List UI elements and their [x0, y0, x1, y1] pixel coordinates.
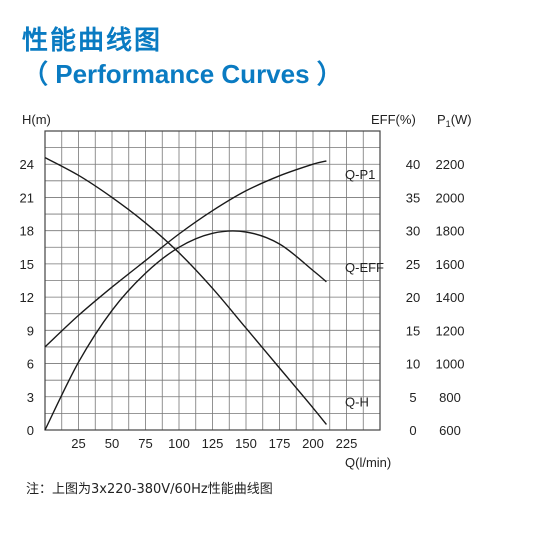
- p1-tick-label: 1200: [436, 323, 465, 338]
- h-tick-label: 12: [20, 290, 34, 305]
- x-tick-label: 25: [71, 436, 85, 451]
- x-axis-label: Q(l/min): [345, 455, 391, 470]
- series-line-q-eff: [44, 230, 327, 431]
- eff-axis-label: EFF(%): [371, 112, 416, 127]
- tick-labels: 25 50 75 100 125 150 175 200 225 0 3 6 9 12 15 18 21 24 0 5…: [20, 157, 465, 451]
- p1-tick-label: 2200: [436, 157, 465, 172]
- chart-grid: [44, 130, 381, 431]
- x-tick-label: 150: [235, 436, 257, 451]
- series-line-q-p1: [44, 160, 327, 348]
- series-label-q-eff: Q-EFF: [345, 260, 384, 275]
- h-tick-label: 18: [20, 224, 34, 239]
- eff-tick-label: 15: [406, 323, 420, 338]
- p1-label-suffix: (W): [451, 112, 472, 127]
- h-tick-label: 0: [27, 423, 34, 438]
- x-tick-label: 100: [168, 436, 190, 451]
- h-tick-label: 6: [27, 357, 34, 372]
- h-tick-label: 3: [27, 390, 34, 405]
- h-tick-label: 15: [20, 257, 34, 272]
- p1-tick-label: 2000: [436, 190, 465, 205]
- series-line-q-h: [44, 156, 327, 425]
- x-tick-label: 200: [302, 436, 324, 451]
- h-tick-label: 9: [27, 323, 34, 338]
- x-tick-label: 125: [202, 436, 224, 451]
- eff-tick-label: 20: [406, 290, 420, 305]
- p1-tick-label: 1800: [436, 224, 465, 239]
- plot-frame: [44, 130, 381, 431]
- eff-tick-label: 10: [406, 357, 420, 372]
- p1-tick-label: 1600: [436, 257, 465, 272]
- x-tick-label: 175: [269, 436, 291, 451]
- chart-title-cn: 性能曲线图: [22, 26, 163, 56]
- p1-tick-label: 800: [439, 390, 461, 405]
- h-tick-label: 21: [20, 190, 34, 205]
- p1-label-main: P: [437, 112, 446, 127]
- eff-tick-label: 30: [406, 224, 420, 239]
- p1-tick-label: 1000: [436, 357, 465, 372]
- eff-tick-label: 40: [406, 157, 420, 172]
- series-label-q-p1: Q-P1: [345, 167, 375, 182]
- eff-tick-label: 0: [409, 423, 416, 438]
- h-tick-label: 24: [20, 157, 34, 172]
- p1-tick-label: 600: [439, 423, 461, 438]
- series-label-q-h: Q-H: [345, 394, 369, 409]
- footnote: 注：上图为3x220-380V/60Hz性能曲线图: [26, 482, 273, 497]
- eff-tick-label: 35: [406, 190, 420, 205]
- p1-label-sub: 1: [446, 119, 451, 129]
- p1-tick-label: 1400: [436, 290, 465, 305]
- eff-tick-label: 5: [409, 390, 416, 405]
- eff-tick-label: 25: [406, 257, 420, 272]
- chart-lines: Q-H Q-P1 Q-EFF: [44, 156, 384, 431]
- x-tick-label: 50: [105, 436, 119, 451]
- x-tick-label: 75: [138, 436, 152, 451]
- h-axis-label: H(m): [22, 112, 51, 127]
- x-tick-label: 225: [336, 436, 358, 451]
- chart-title-en: （ Performance Curves ）: [22, 59, 343, 89]
- p1-axis-label: P1(W): [437, 112, 472, 129]
